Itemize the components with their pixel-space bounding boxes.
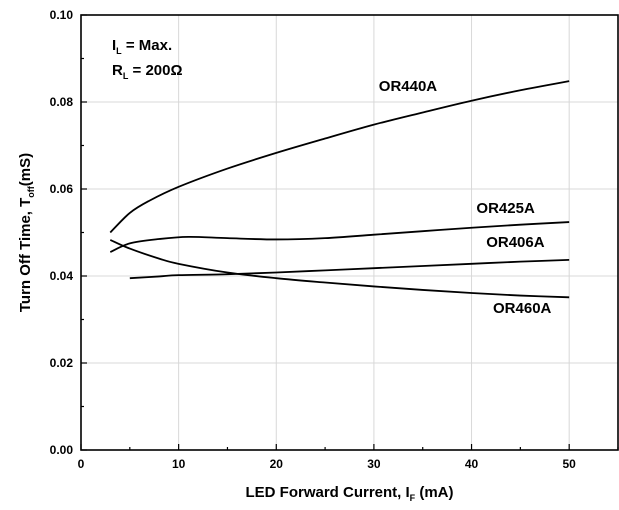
series-label-or440a: OR440A <box>379 78 438 95</box>
x-axis-label: LED Forward Current, IF (mA) <box>245 484 453 503</box>
series-label-or460a: OR460A <box>493 300 552 317</box>
series-label-or406a: OR406A <box>486 234 545 251</box>
series-line-or440a <box>109 80 570 234</box>
y-tick-label: 0.02 <box>50 356 74 370</box>
tick-layer <box>80 14 619 451</box>
y-axis-label: Turn Off Time, Toff(mS) <box>17 153 36 312</box>
y-tick-label: 0.08 <box>50 95 74 109</box>
y-tick-label: 0.04 <box>50 269 74 283</box>
x-tick-label: 10 <box>172 457 186 471</box>
x-tick-label: 0 <box>78 457 85 471</box>
y-tick-label: 0.06 <box>50 182 74 196</box>
series-line-or425a <box>109 221 570 253</box>
series-layer <box>109 80 570 299</box>
grid-layer <box>81 15 618 450</box>
series-line-or460a <box>109 239 570 299</box>
x-tick-label: 40 <box>465 457 479 471</box>
series-line-or406a <box>129 259 570 280</box>
y-tick-label: 0.10 <box>50 8 74 22</box>
label-layer: 0 10 20 30 40 50 0.00 0.02 0.04 0.06 0.08 0.10 LED F… <box>17 8 576 503</box>
x-tick-label: 50 <box>563 457 577 471</box>
x-tick-label: 30 <box>367 457 381 471</box>
y-tick-label: 0.00 <box>50 443 74 457</box>
annotation-text: IL = Max. <box>112 37 172 56</box>
annotation-text: RL = 200Ω <box>112 62 183 81</box>
plot-frame <box>80 14 619 451</box>
x-tick-label: 20 <box>270 457 284 471</box>
series-label-or425a: OR425A <box>476 200 535 217</box>
